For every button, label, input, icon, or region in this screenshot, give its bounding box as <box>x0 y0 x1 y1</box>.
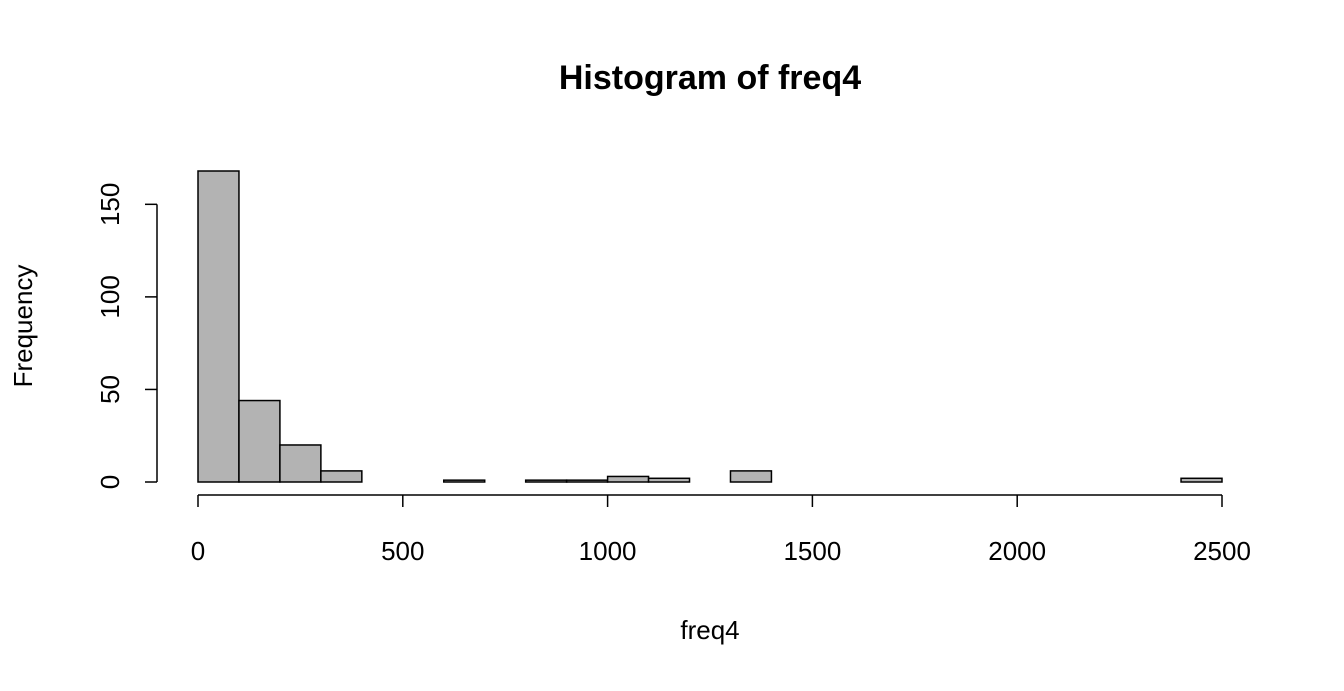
bar <box>1180 477 1223 483</box>
x-tick-label: 2000 <box>988 536 1046 566</box>
x-tick-label: 1000 <box>579 536 637 566</box>
x-tick-label: 1500 <box>783 536 841 566</box>
bar <box>279 444 322 483</box>
bar <box>729 470 773 483</box>
y-tick-label: 150 <box>95 183 125 226</box>
bar <box>647 477 691 483</box>
bar <box>197 170 240 483</box>
bar <box>238 399 281 483</box>
x-tick-label: 2500 <box>1193 536 1251 566</box>
y-tick-label: 50 <box>95 375 125 404</box>
y-axis-label: Frequency <box>8 265 38 388</box>
y-tick-label: 100 <box>95 275 125 318</box>
bar <box>524 479 568 483</box>
x-axis-label: freq4 <box>680 615 739 645</box>
chart-title: Histogram of freq4 <box>559 59 861 97</box>
bar <box>443 479 486 483</box>
bar <box>320 470 363 483</box>
x-tick-label: 0 <box>191 536 205 566</box>
bar <box>606 475 650 483</box>
x-tick-label: 500 <box>381 536 424 566</box>
bar <box>565 479 609 483</box>
y-tick-label: 0 <box>95 475 125 489</box>
